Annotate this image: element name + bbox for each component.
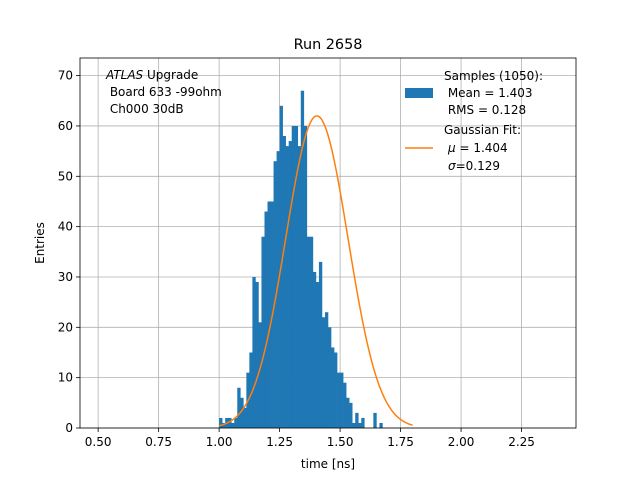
annotation-line-2: Board 633 -99ohm [106,85,222,99]
histogram-bar [321,317,326,428]
legend-rms: RMS = 0.128 [444,103,526,117]
histogram-bar [222,422,226,428]
chart-title: Run 2658 [294,37,363,53]
axes-frame [79,57,577,429]
grid-lines [80,58,576,429]
histogram-bar [285,146,289,428]
gaussian-fit-curve [218,115,413,427]
histogram-bar [276,151,280,428]
histogram-bar [349,402,353,428]
histogram-bar [282,136,286,428]
histogram-bar [340,372,344,428]
histogram-bar [331,347,335,428]
x-tick-label: 2.00 [448,435,475,449]
annotation-atlas: ATLAS [105,68,144,82]
histogram-bar [258,322,262,428]
histogram-bar [352,422,356,428]
experiment-annotation: ATLAS Upgrade Board 633 -99ohm Ch000 30d… [105,68,222,116]
legend-fit-mu: μ = 1.404 [447,141,508,155]
legend-fit-sigma: σ=0.129 [448,159,500,173]
y-tick-label: 70 [58,69,73,83]
histogram-bar [334,352,338,428]
annotation-upgrade: Upgrade [143,68,198,82]
histogram-bar [315,282,320,428]
histogram-bar [219,417,223,428]
histogram-bar [337,372,341,428]
legend-fit-title: Gaussian Fit: [444,123,521,137]
x-tick-label: 2.25 [508,435,535,449]
legend-sigma-symbol: σ [448,159,456,173]
y-axis-label: Entries [33,222,47,264]
axis-ticks: 0.50 0.75 1.00 1.25 1.50 1.75 2.00 2.25 0 10 20 30 4… [58,69,535,449]
annotation-line-3: Ch000 30dB [106,102,184,116]
histogram-bar [373,412,377,428]
histogram-bar [273,161,277,429]
histogram-bar [237,387,241,428]
histogram-bar [288,141,293,428]
histogram-bar [297,146,302,428]
histogram-bar [324,312,329,428]
histogram-bar [346,397,350,428]
x-tick-label: 1.25 [266,435,293,449]
legend-mu-symbol: μ [447,141,456,155]
legend-sigma-value: =0.129 [456,159,500,173]
x-axis-label: time [ns] [301,457,355,471]
y-tick-label: 30 [58,270,73,284]
histogram-bar [240,397,244,428]
histogram-bar [328,327,332,428]
histogram-bar [318,261,323,428]
legend-mu-value: = 1.404 [456,141,508,155]
histogram-bar [294,125,299,429]
x-tick-label: 1.50 [327,435,354,449]
histogram-bar [309,236,314,428]
x-tick-label: 1.75 [387,435,414,449]
annotation-line-1: ATLAS Upgrade [105,68,198,82]
y-tick-label: 60 [58,119,73,133]
histogram-bar [312,271,317,428]
histogram-bar [243,407,247,428]
histogram-bar [300,90,305,429]
x-tick-label: 0.50 [85,435,112,449]
histogram-bar [264,211,268,428]
x-tick-label: 0.75 [145,435,172,449]
y-tick-label: 50 [58,169,73,183]
histogram-bar [306,236,311,428]
legend-histogram-swatch [405,88,433,98]
histogram-bar [249,352,253,428]
histogram-bar [361,417,365,428]
histogram-bar [234,417,238,428]
y-tick-label: 10 [58,371,73,385]
histogram-bar [228,417,232,428]
y-tick-label: 40 [58,220,73,234]
histogram-bar [355,412,359,428]
histogram-bar [255,282,259,428]
histogram-bar [252,276,256,428]
histogram-bar [231,422,235,428]
histogram-bar [358,422,362,428]
histogram-bar [343,382,347,428]
histogram-bar [267,201,271,428]
histogram-bar [303,125,308,429]
y-tick-label: 0 [65,421,73,435]
histogram-bar [291,125,296,429]
legend-mean: Mean = 1.403 [444,86,533,100]
y-tick-label: 20 [58,320,73,334]
x-tick-label: 1.00 [206,435,233,449]
legend-samples-title: Samples (1050): [444,69,543,83]
histogram-bar [261,236,265,428]
histogram-bar [379,422,383,428]
legend: Samples (1050): Mean = 1.403 RMS = 0.128… [405,69,543,173]
